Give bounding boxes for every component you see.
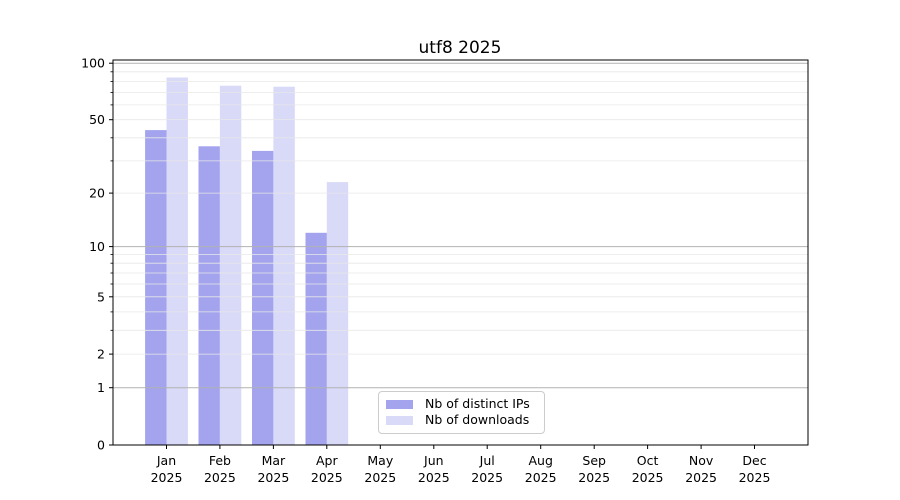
bar-downloads-apr: [326, 182, 349, 445]
x-tick-year-mar: 2025: [257, 470, 289, 485]
y-tick-label-2: 2: [97, 347, 105, 362]
x-tick-year-jun: 2025: [418, 470, 450, 485]
x-tick-year-sep: 2025: [578, 470, 610, 485]
x-tick-label-may: May: [367, 453, 393, 468]
y-tick-label-5: 5: [97, 289, 105, 304]
y-tick-label-50: 50: [89, 112, 105, 127]
x-tick-label-mar: Mar: [262, 453, 286, 468]
x-tick-year-may: 2025: [364, 470, 396, 485]
x-tick-label-jun: Jun: [423, 453, 444, 468]
x-tick-label-jul: Jul: [479, 453, 495, 468]
bar-distinct-ips-apr: [305, 232, 327, 445]
x-tick-year-dec: 2025: [739, 470, 771, 485]
legend-item-downloads: Nb of downloads: [386, 414, 536, 427]
y-tick-label-10: 10: [89, 239, 105, 254]
y-tick-label-100: 100: [81, 56, 105, 71]
x-tick-label-aug: Aug: [528, 453, 552, 468]
legend-label-distinct-ips: Nb of distinct IPs: [425, 396, 530, 412]
bar-downloads-mar: [273, 86, 295, 445]
x-tick-year-apr: 2025: [311, 470, 343, 485]
bar-distinct-ips-feb: [198, 146, 220, 446]
x-tick-label-feb: Feb: [209, 453, 231, 468]
x-tick-year-nov: 2025: [685, 470, 717, 485]
y-tick-label-1: 1: [97, 380, 105, 395]
x-tick-label-jan: Jan: [156, 453, 176, 468]
legend-item-distinct-ips: Nb of distinct IPs: [386, 398, 536, 411]
x-tick-label-apr: Apr: [316, 453, 338, 468]
bar-downloads-feb: [219, 85, 242, 445]
x-tick-label-dec: Dec: [742, 453, 766, 468]
legend-swatch-distinct-ips: [386, 400, 413, 410]
y-tick-label-20: 20: [89, 186, 105, 201]
x-tick-label-nov: Nov: [689, 453, 714, 468]
x-tick-year-feb: 2025: [204, 470, 236, 485]
y-tick-label-0: 0: [97, 438, 105, 453]
legend-swatch-downloads: [386, 415, 413, 425]
x-tick-label-sep: Sep: [582, 453, 606, 468]
legend-label-downloads: Nb of downloads: [425, 412, 530, 428]
x-tick-year-jan: 2025: [151, 470, 183, 485]
x-tick-label-oct: Oct: [637, 453, 659, 468]
bar-distinct-ips-mar: [252, 150, 274, 445]
chart-title: utf8 2025: [419, 38, 502, 58]
legend: Nb of distinct IPs Nb of downloads: [378, 391, 545, 434]
bar-distinct-ips-jan: [145, 130, 167, 445]
x-tick-year-jul: 2025: [471, 470, 503, 485]
x-tick-year-oct: 2025: [632, 470, 664, 485]
plot-border: [112, 59, 809, 446]
x-tick-year-aug: 2025: [525, 470, 557, 485]
bar-downloads-jan: [166, 77, 188, 445]
